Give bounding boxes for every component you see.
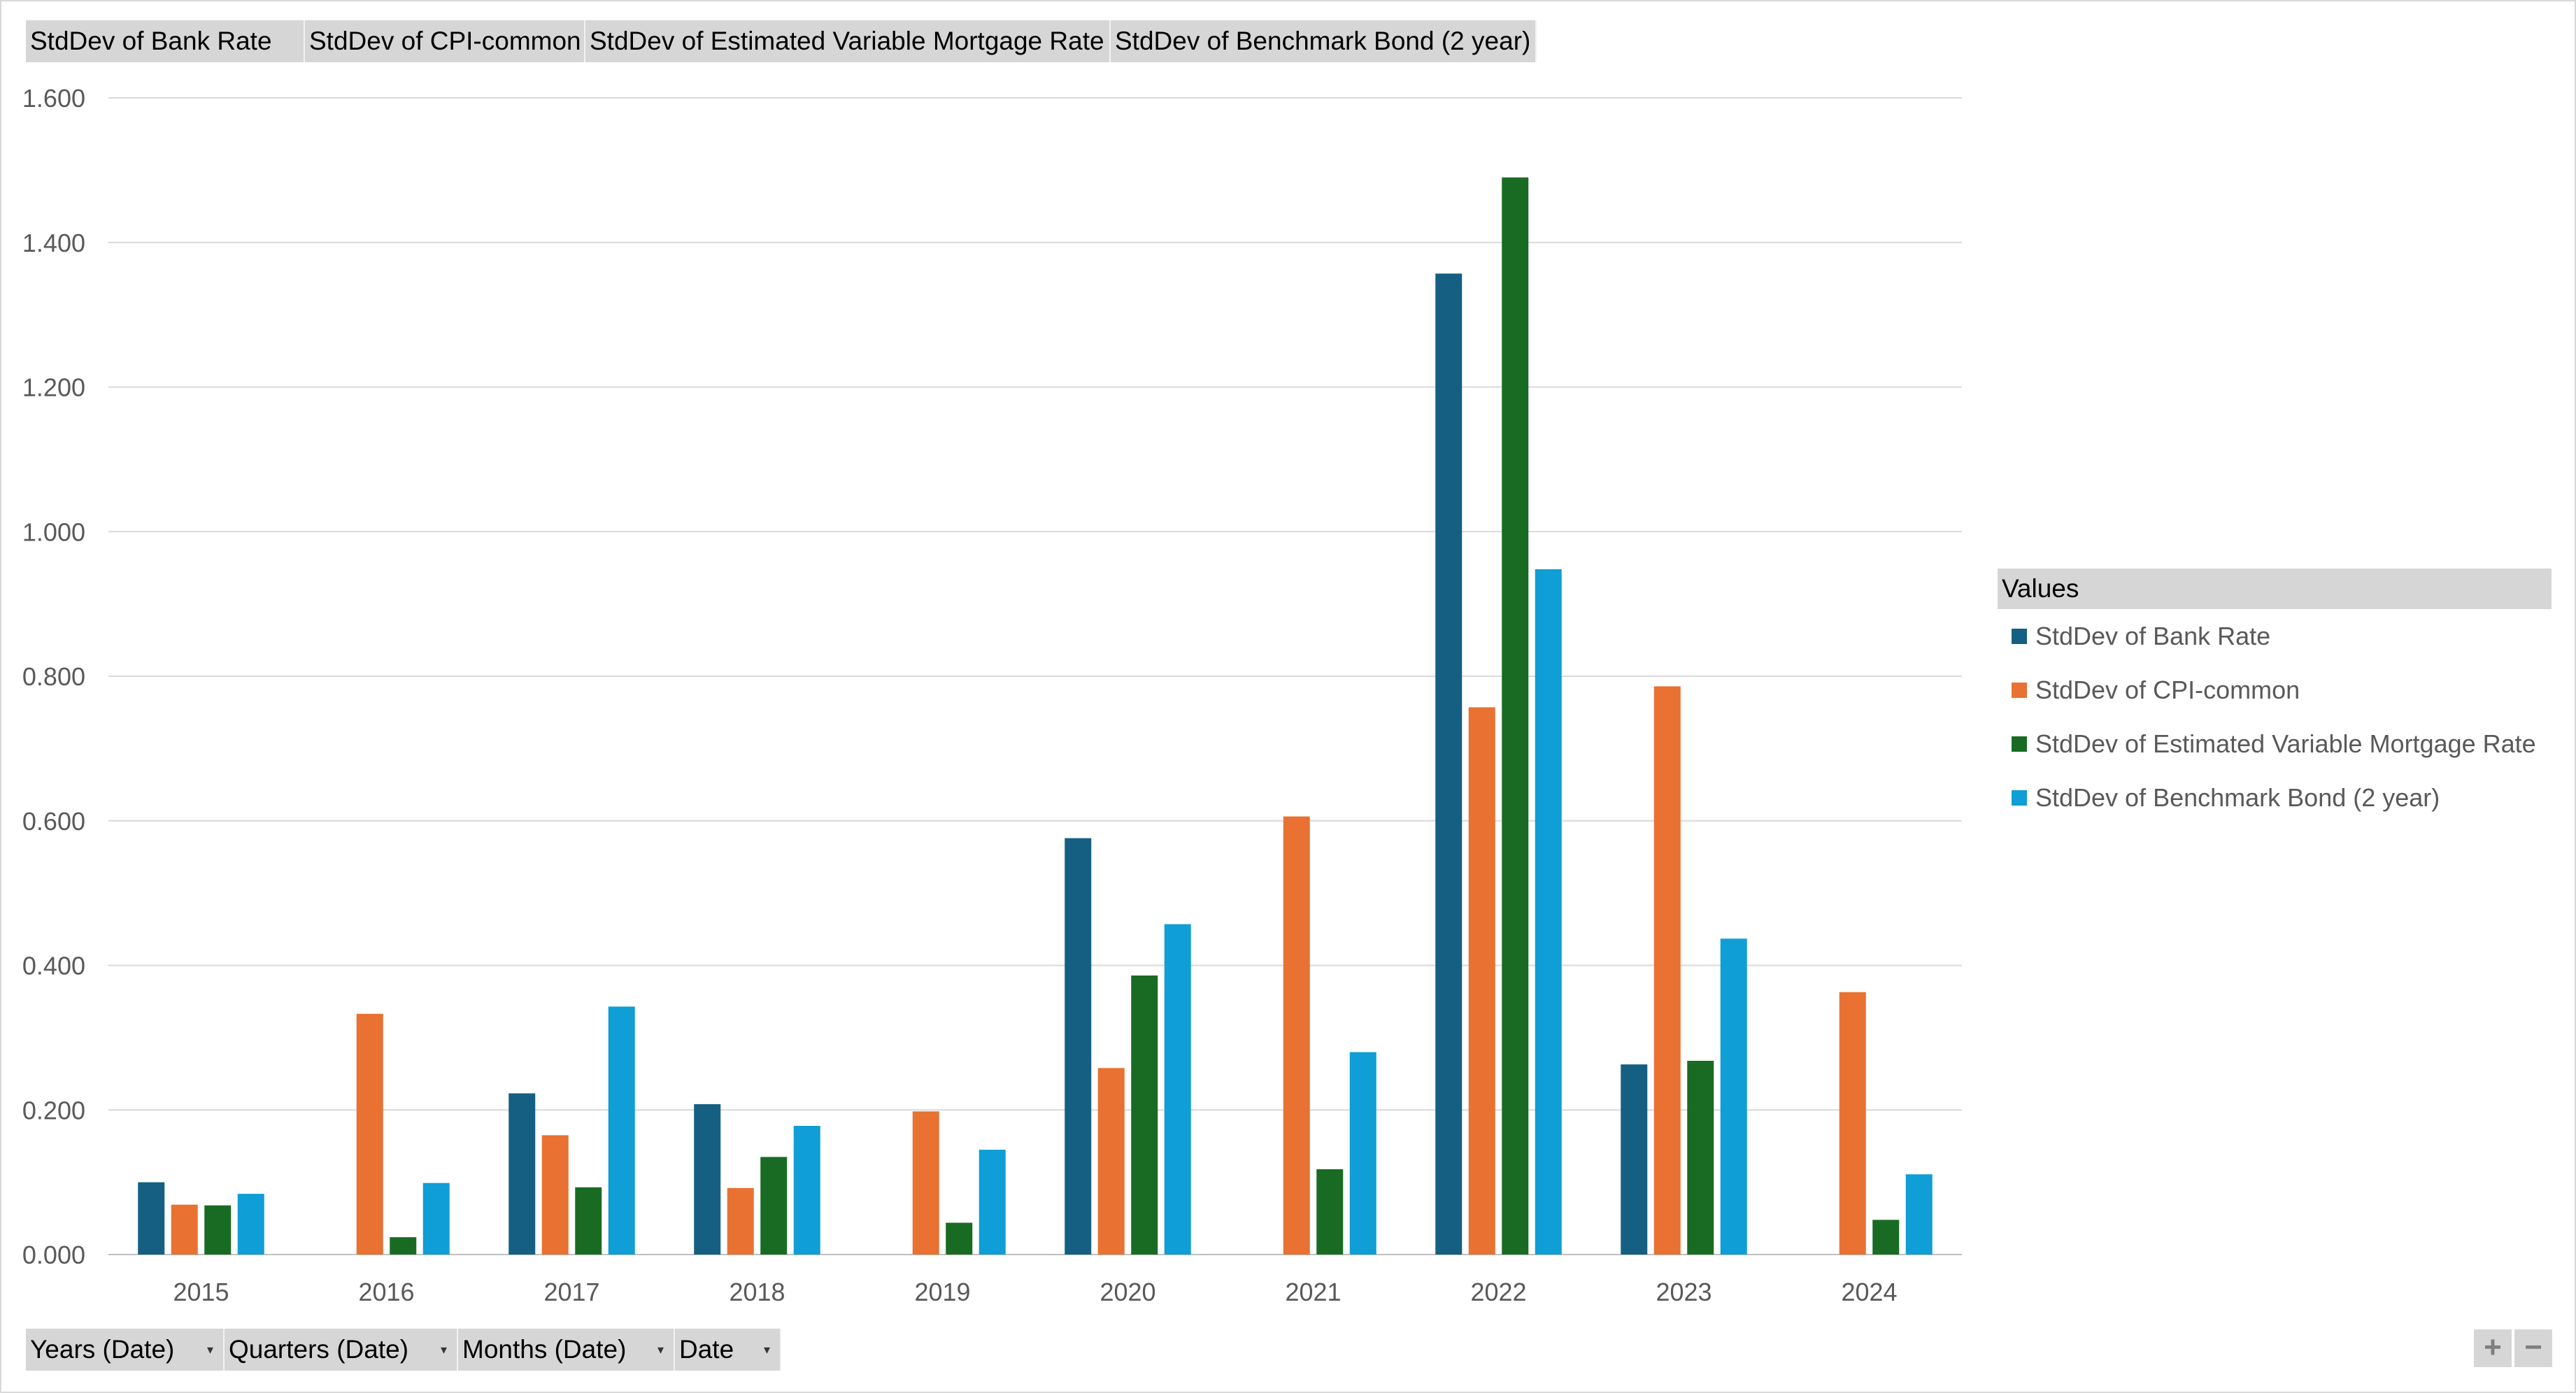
legend-label-bank-rate: StdDev of Bank Rate xyxy=(2035,621,2271,650)
bar-2018-series-2 xyxy=(727,1187,754,1255)
legend-item-mortgage-rate[interactable]: StdDev of Estimated Variable Mortgage Ra… xyxy=(1998,717,2552,771)
bar-2015-series-3 xyxy=(204,1205,232,1255)
field-button-date[interactable]: Date ▾ xyxy=(675,1329,781,1371)
bar-2018-series-1 xyxy=(694,1103,721,1255)
x-tick-label: 2015 xyxy=(173,1278,229,1306)
legend-item-bank-rate[interactable]: StdDev of Bank Rate xyxy=(1998,609,2552,663)
axis-field-buttons: Years (Date) ▾ Quarters (Date) ▾ Months … xyxy=(26,1329,781,1371)
y-tick-label: 0.000 xyxy=(22,1241,85,1269)
bar-2024-series-4 xyxy=(1905,1174,1933,1255)
bar-2023-series-2 xyxy=(1653,686,1681,1255)
field-button-quarters-label: Quarters (Date) xyxy=(229,1335,409,1364)
bar-2022-series-4 xyxy=(1535,569,1562,1255)
y-tick-label: 1.400 xyxy=(22,229,85,257)
dropdown-arrow-icon[interactable]: ▾ xyxy=(206,1343,213,1357)
value-button-benchmark-bond[interactable]: StdDev of Benchmark Bond (2 year) xyxy=(1111,20,1537,62)
bar-2019-series-2 xyxy=(912,1111,939,1255)
field-button-years[interactable]: Years (Date) ▾ xyxy=(26,1329,225,1371)
bar-2015-series-4 xyxy=(237,1194,264,1255)
y-tick-label: 0.800 xyxy=(22,662,85,691)
bar-2018-series-3 xyxy=(760,1157,788,1255)
field-button-quarters[interactable]: Quarters (Date) ▾ xyxy=(225,1329,458,1371)
bar-2023-series-4 xyxy=(1720,938,1747,1255)
bar-2021-series-2 xyxy=(1283,816,1310,1255)
value-button-bank-rate[interactable]: StdDev of Bank Rate xyxy=(26,20,305,62)
bar-2020-series-4 xyxy=(1164,924,1191,1255)
bar-2018-series-4 xyxy=(793,1125,820,1255)
bar-2017-series-2 xyxy=(541,1135,569,1255)
bar-2024-series-2 xyxy=(1839,992,1866,1255)
bar-2015-series-2 xyxy=(171,1204,198,1255)
bar-2021-series-3 xyxy=(1316,1169,1344,1255)
bar-2016-series-2 xyxy=(356,1013,383,1255)
legend-item-cpi-common[interactable]: StdDev of CPI-common xyxy=(1998,663,2552,717)
zoom-controls: + − xyxy=(2471,1329,2552,1367)
bar-2020-series-3 xyxy=(1131,975,1158,1255)
bar-2022-series-1 xyxy=(1435,273,1463,1255)
dropdown-arrow-icon[interactable]: ▾ xyxy=(440,1343,447,1357)
legend-swatch-bank-rate xyxy=(2012,628,2027,644)
bar-2022-series-3 xyxy=(1502,177,1529,1255)
x-tick-label: 2019 xyxy=(914,1278,970,1306)
legend-swatch-benchmark-bond xyxy=(2012,790,2027,806)
x-tick-label: 2023 xyxy=(1656,1278,1712,1306)
legend-item-benchmark-bond[interactable]: StdDev of Benchmark Bond (2 year) xyxy=(1998,771,2552,824)
value-button-cpi-common[interactable]: StdDev of CPI-common xyxy=(305,20,585,62)
legend-label-cpi-common: StdDev of CPI-common xyxy=(2035,675,2300,704)
value-field-buttons: StdDev of Bank Rate StdDev of CPI-common… xyxy=(26,20,1537,62)
legend-label-benchmark-bond: StdDev of Benchmark Bond (2 year) xyxy=(2035,783,2440,812)
bar-2020-series-2 xyxy=(1097,1068,1125,1255)
bar-2016-series-3 xyxy=(390,1237,417,1255)
y-tick-label: 0.600 xyxy=(22,807,85,836)
bar-2015-series-1 xyxy=(138,1182,165,1255)
x-tick-label: 2018 xyxy=(729,1278,785,1306)
bar-2017-series-4 xyxy=(608,1006,635,1255)
bar-2017-series-1 xyxy=(508,1093,536,1255)
bar-2023-series-3 xyxy=(1687,1060,1714,1255)
bar-2019-series-3 xyxy=(946,1222,973,1255)
bar-2023-series-1 xyxy=(1621,1064,1648,1255)
bar-2021-series-4 xyxy=(1349,1052,1376,1255)
legend-swatch-cpi-common xyxy=(2012,682,2027,698)
bar-2016-series-4 xyxy=(422,1183,450,1255)
bar-2022-series-2 xyxy=(1468,707,1495,1255)
y-tick-label: 1.600 xyxy=(22,84,85,113)
x-tick-label: 2020 xyxy=(1100,1278,1155,1306)
y-tick-label: 1.200 xyxy=(22,373,85,402)
y-tick-label: 0.200 xyxy=(22,1096,85,1124)
dropdown-arrow-icon[interactable]: ▾ xyxy=(657,1343,664,1357)
value-button-mortgage-rate[interactable]: StdDev of Estimated Variable Mortgage Ra… xyxy=(585,20,1111,62)
legend-title[interactable]: Values xyxy=(1998,569,2552,609)
legend-swatch-mortgage-rate xyxy=(2012,736,2027,752)
legend: Values StdDev of Bank Rate StdDev of CPI… xyxy=(1998,569,2552,824)
dropdown-arrow-icon[interactable]: ▾ xyxy=(763,1343,770,1357)
field-button-date-label: Date xyxy=(679,1335,734,1364)
x-tick-label: 2021 xyxy=(1285,1278,1341,1306)
x-tick-label: 2016 xyxy=(358,1278,414,1306)
y-tick-label: 0.400 xyxy=(22,952,85,980)
x-tick-label: 2022 xyxy=(1470,1278,1526,1306)
legend-label-mortgage-rate: StdDev of Estimated Variable Mortgage Ra… xyxy=(2035,729,2536,758)
x-tick-label: 2017 xyxy=(543,1278,599,1306)
y-tick-label: 1.000 xyxy=(22,517,85,546)
collapse-field-button[interactable]: − xyxy=(2514,1329,2552,1367)
field-button-months[interactable]: Months (Date) ▾ xyxy=(458,1329,675,1371)
bar-2017-series-3 xyxy=(575,1187,602,1255)
expand-field-button[interactable]: + xyxy=(2474,1329,2512,1367)
field-button-months-label: Months (Date) xyxy=(462,1335,627,1364)
bar-2019-series-4 xyxy=(979,1150,1006,1255)
bar-2024-series-3 xyxy=(1872,1220,1900,1255)
bar-2020-series-1 xyxy=(1065,838,1092,1255)
x-tick-label: 2024 xyxy=(1841,1278,1897,1306)
field-button-years-label: Years (Date) xyxy=(30,1335,175,1364)
